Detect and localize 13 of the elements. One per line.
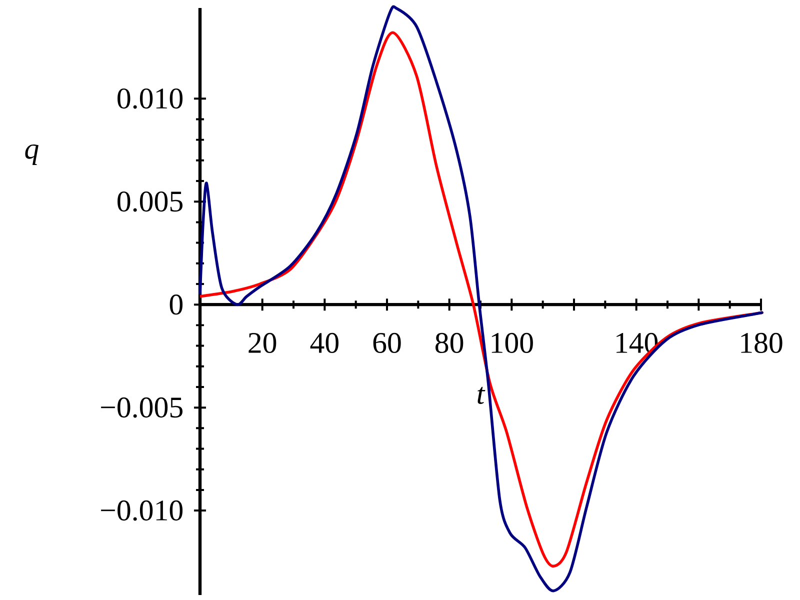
x-tick-label: 100: [492, 332, 533, 354]
x-tick-label: 180: [741, 332, 782, 354]
y-tick-label: −0.005: [101, 397, 182, 418]
x-tick-label: 20: [248, 332, 276, 354]
y-tick-label: 0: [170, 294, 183, 315]
x-tick-label: 40: [310, 332, 338, 354]
x-tick-label: 60: [373, 332, 401, 354]
x-tick-label: 80: [436, 332, 464, 354]
y-tick-label: 0.005: [118, 191, 182, 212]
y-axis-title: q: [25, 144, 38, 165]
x-axis-title: t: [478, 386, 486, 404]
y-tick-label: −0.010: [101, 500, 183, 521]
y-tick-label: 0.010: [118, 88, 183, 109]
